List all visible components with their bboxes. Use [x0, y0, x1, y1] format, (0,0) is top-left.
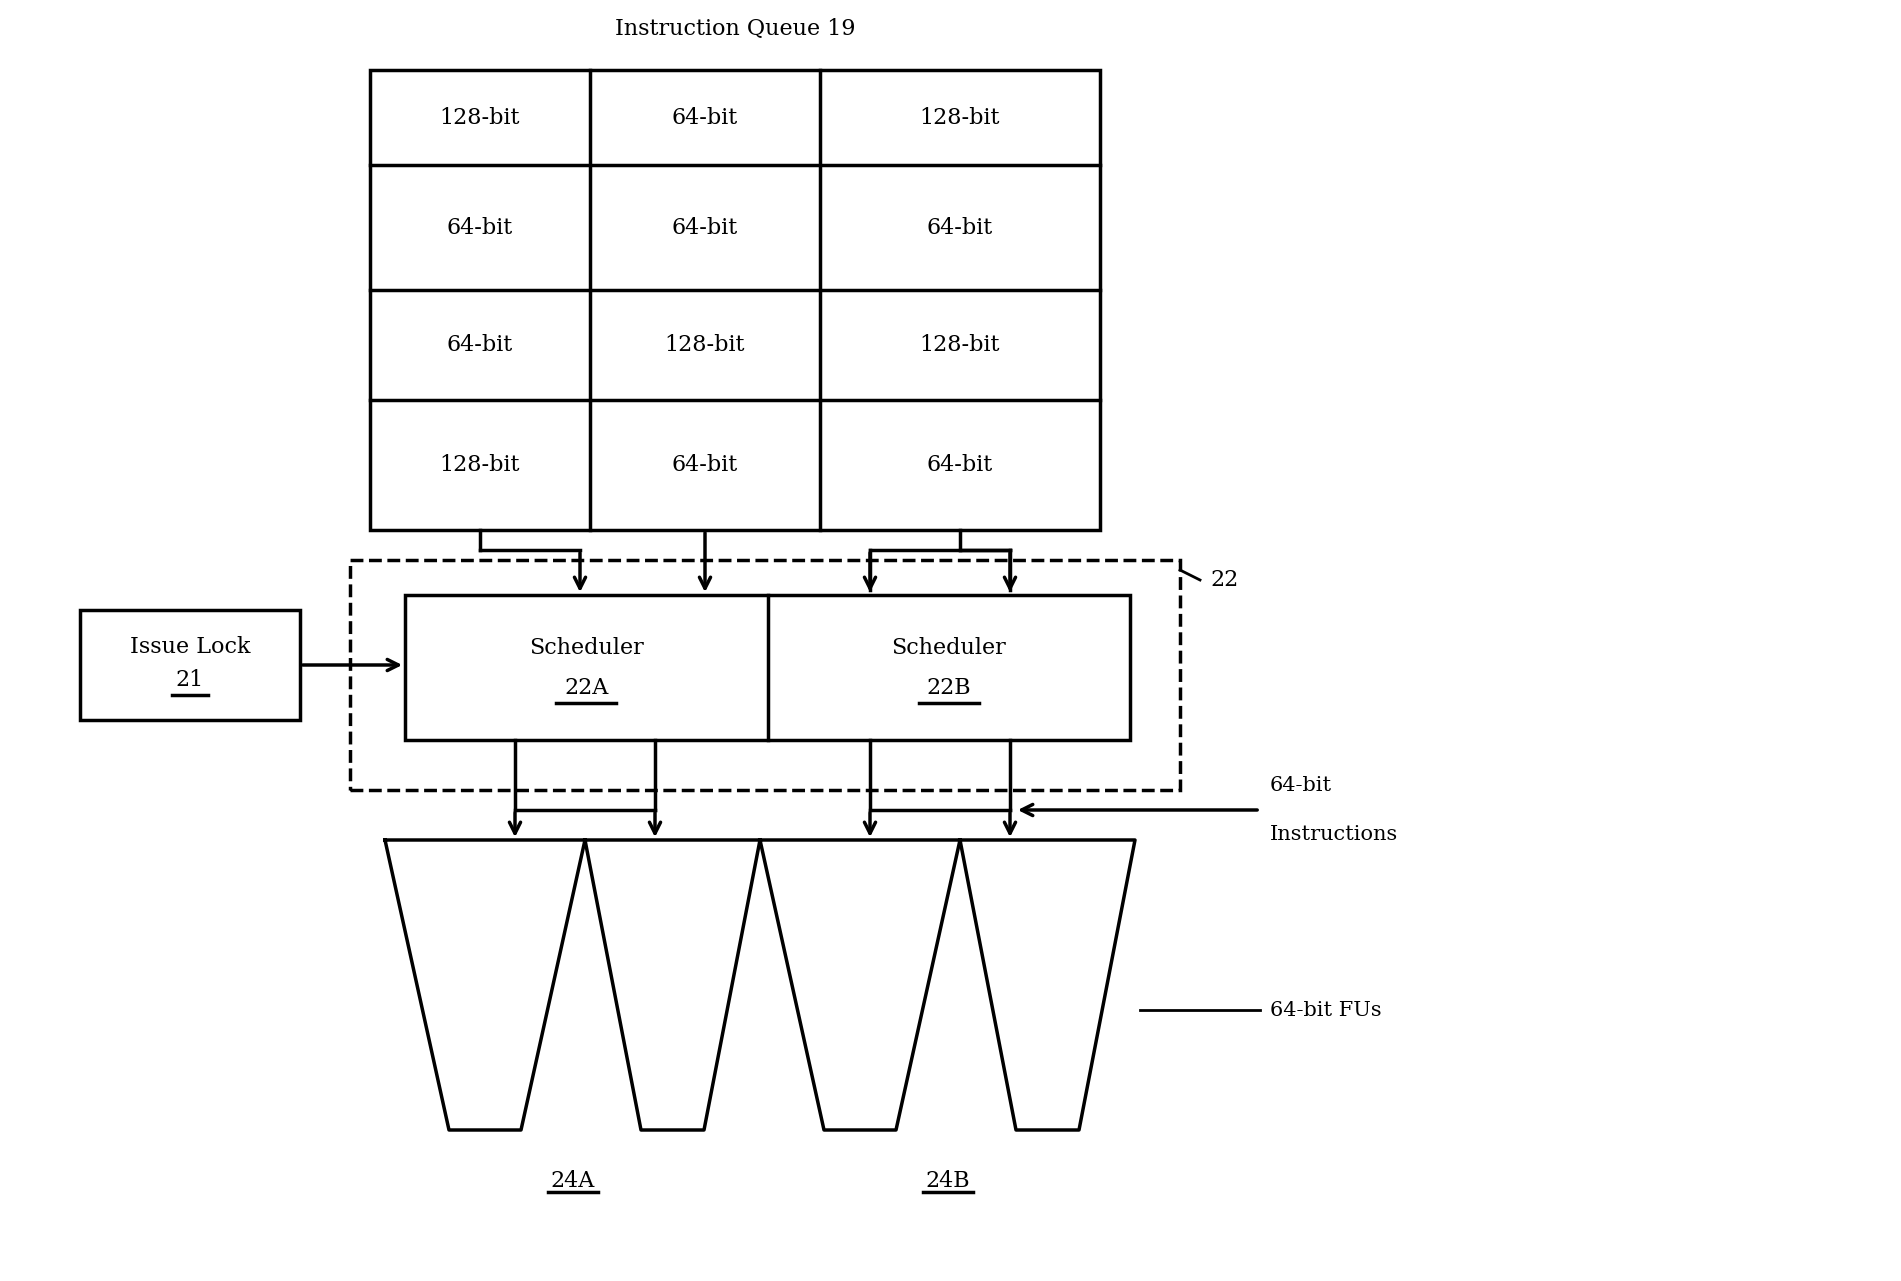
Text: 64-bit FUs: 64-bit FUs — [1270, 1000, 1382, 1020]
Text: 128-bit: 128-bit — [439, 106, 521, 128]
Text: 64-bit: 64-bit — [671, 216, 738, 238]
Text: 24A: 24A — [551, 1170, 595, 1193]
Text: Instructions: Instructions — [1270, 825, 1399, 844]
Bar — [80, 610, 300, 720]
Bar — [350, 560, 1181, 790]
Text: Scheduler: Scheduler — [892, 637, 1006, 658]
Text: 64-bit: 64-bit — [928, 453, 992, 477]
Text: 128-bit: 128-bit — [920, 334, 1000, 356]
Text: 22: 22 — [1211, 569, 1238, 591]
Text: Scheduler: Scheduler — [528, 637, 644, 658]
Text: 22A: 22A — [565, 676, 608, 698]
Bar — [405, 594, 1129, 740]
Text: 64-bit: 64-bit — [671, 453, 738, 477]
Text: 22B: 22B — [926, 676, 971, 698]
Text: 64-bit: 64-bit — [447, 216, 513, 238]
Text: 64-bit: 64-bit — [671, 106, 738, 128]
Text: 128-bit: 128-bit — [920, 106, 1000, 128]
Text: Issue Lock: Issue Lock — [129, 635, 251, 658]
Text: 128-bit: 128-bit — [665, 334, 745, 356]
Text: 21: 21 — [177, 669, 203, 690]
Text: 64-bit: 64-bit — [1270, 776, 1333, 796]
Text: 24B: 24B — [926, 1170, 970, 1193]
Bar — [371, 70, 1101, 530]
Text: Instruction Queue 19: Instruction Queue 19 — [614, 18, 855, 40]
Text: 128-bit: 128-bit — [439, 453, 521, 477]
Text: 64-bit: 64-bit — [447, 334, 513, 356]
Text: 64-bit: 64-bit — [928, 216, 992, 238]
